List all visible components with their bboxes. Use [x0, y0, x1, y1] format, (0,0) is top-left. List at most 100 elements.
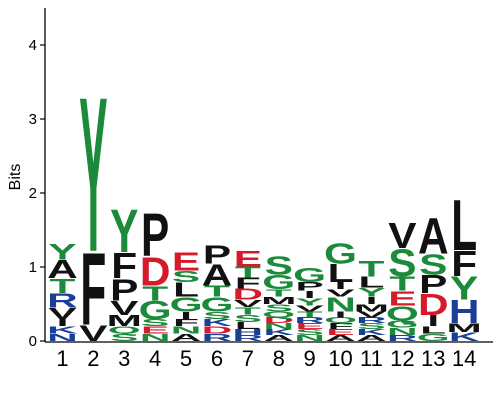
- residue-letter: F: [111, 246, 137, 286]
- residue-letter: T: [297, 310, 323, 319]
- residue-letter: K: [449, 330, 480, 344]
- residue-letter: Q: [262, 310, 295, 319]
- y-tick-label: 4: [29, 37, 37, 54]
- residue-letter: V: [326, 287, 355, 299]
- residue-letter: R: [202, 332, 233, 344]
- residue-letter: T: [204, 283, 231, 300]
- residue-letter: T: [142, 282, 168, 305]
- residue-letter: G: [200, 294, 233, 317]
- residue-letter: N: [294, 334, 325, 343]
- residue-letter: I: [180, 309, 192, 321]
- residue-letter: E: [388, 288, 416, 311]
- x-axis: 1 2 3 4 5 6 7 8 9 10 11 12 13 14: [45, 341, 493, 371]
- x-tick-label: 6: [211, 346, 223, 371]
- residue-letter: P: [141, 201, 169, 270]
- residue-letter: H: [233, 328, 264, 337]
- residue-letter: T: [235, 263, 262, 280]
- residue-letter: T: [359, 257, 385, 282]
- y-axis: 0 1 2 3 4: [29, 8, 46, 350]
- residue-letter: G: [139, 296, 172, 325]
- residue-letter: I: [366, 295, 378, 307]
- x-tick-label: 10: [328, 346, 352, 371]
- residue-letter: V: [110, 297, 138, 320]
- y-tick-label: 1: [29, 259, 37, 276]
- residue-letter: T: [389, 273, 415, 296]
- y-tick-label: 3: [29, 111, 37, 128]
- x-tick-label: 11: [360, 346, 383, 371]
- x-tick-label: 7: [242, 346, 254, 371]
- residue-letter: E: [141, 324, 169, 336]
- residue-letter: K: [47, 324, 78, 336]
- residue-letter: I: [335, 310, 347, 319]
- residue-letter: E: [296, 322, 324, 331]
- residue-letter: R: [233, 334, 264, 343]
- x-tick-label: 9: [304, 346, 316, 371]
- residue-letter: V: [296, 304, 325, 313]
- residue-letter: L: [328, 259, 354, 288]
- residue-letter: L: [235, 320, 261, 332]
- residue-letter: G: [324, 237, 357, 270]
- residue-letter: L: [451, 185, 477, 265]
- residue-letter: K: [263, 328, 294, 337]
- residue-letter: R: [47, 290, 78, 313]
- residue-letter: S: [357, 322, 385, 331]
- x-tick-label: 5: [180, 346, 192, 371]
- residue-letter: Q: [108, 324, 141, 336]
- residue-letter: L: [359, 274, 385, 291]
- residue-letter: G: [262, 271, 295, 294]
- residue-letter: G: [170, 294, 203, 317]
- residue-letter: N: [140, 332, 171, 344]
- residue-letter: Y: [450, 271, 478, 307]
- residue-letter: I: [335, 280, 347, 292]
- y-axis-title: Bits: [7, 164, 24, 191]
- residue-letter: Y: [110, 197, 138, 266]
- residue-letter: E: [172, 248, 200, 277]
- residue-letter: S: [388, 240, 416, 284]
- x-tick-label: 13: [421, 346, 445, 371]
- residue-letter: F: [328, 322, 354, 331]
- residue-letter: L: [420, 324, 446, 336]
- residue-letter: S: [265, 252, 293, 281]
- residue-letter: A: [202, 257, 233, 292]
- residue-letter: A: [263, 334, 294, 343]
- residue-letter: N: [387, 326, 418, 338]
- residue-letter: G: [417, 332, 450, 344]
- residue-letter: A: [47, 255, 78, 284]
- y-tick-label: 2: [29, 185, 37, 202]
- residue-letter: D: [202, 324, 233, 336]
- residue-letter: S: [110, 332, 138, 344]
- residue-letter: F: [235, 274, 261, 291]
- residue-letter: E: [326, 328, 354, 337]
- residue-letter: V: [388, 216, 416, 256]
- residue-letter: G: [386, 318, 419, 330]
- x-tick-label: 8: [273, 346, 285, 371]
- residue-letter: M: [261, 295, 296, 307]
- residue-letter: Y: [357, 286, 386, 300]
- x-tick-label: 12: [390, 346, 414, 371]
- residue-letter: D: [263, 316, 294, 325]
- residue-letter: S: [265, 302, 293, 314]
- residue-letter: F: [173, 317, 199, 329]
- residue-letter: R: [356, 316, 387, 325]
- residue-letter: N: [47, 332, 78, 344]
- x-tick-label: 3: [118, 346, 130, 371]
- residue-letter: H: [449, 295, 480, 331]
- residue-letter: P: [110, 272, 138, 307]
- residue-letter: G: [293, 264, 326, 287]
- residue-letter: V: [234, 298, 263, 310]
- residue-letter: A: [325, 334, 356, 343]
- residue-letter: P: [296, 280, 324, 294]
- residue-letter: D: [233, 286, 264, 303]
- residue-letter: S: [234, 312, 262, 324]
- residue-letter: N: [325, 294, 356, 317]
